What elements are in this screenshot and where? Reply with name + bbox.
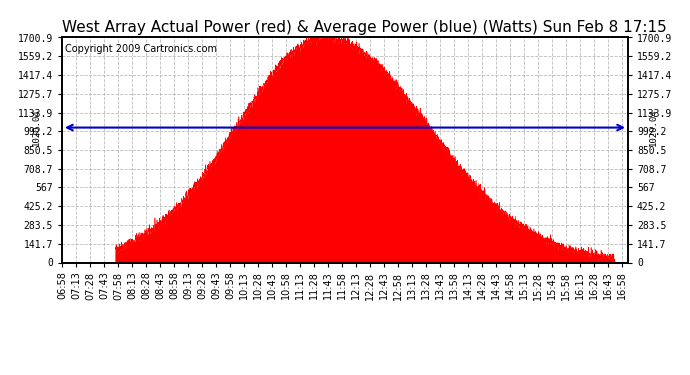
Text: Copyright 2009 Cartronics.com: Copyright 2009 Cartronics.com: [65, 44, 217, 54]
Text: West Array Actual Power (red) & Average Power (blue) (Watts) Sun Feb 8 17:15: West Array Actual Power (red) & Average …: [62, 20, 667, 35]
Text: 1020.04: 1020.04: [649, 109, 658, 146]
Text: 1020.04: 1020.04: [32, 109, 41, 146]
